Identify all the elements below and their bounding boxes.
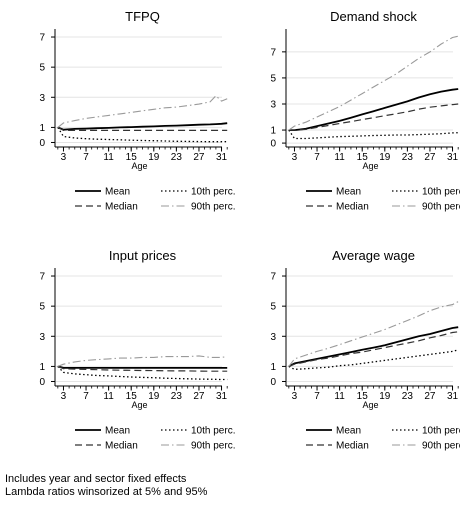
series-line-p90 (288, 35, 459, 131)
series-line-p90 (57, 95, 228, 128)
y-tick-label: 1 (270, 126, 276, 137)
x-tick-label: 11 (334, 152, 345, 163)
y-tick-label: 5 (39, 63, 45, 74)
x-tick-label: 27 (424, 152, 436, 163)
series-line-p90 (288, 301, 459, 367)
x-tick-label: 19 (148, 152, 160, 163)
series-line-mean (57, 122, 228, 131)
x-axis-title: Age (131, 400, 147, 410)
legend-label-mean: Mean (105, 426, 130, 437)
chart-title: Input prices (109, 248, 177, 263)
y-tick-label: 0 (39, 377, 45, 388)
y-tick-label: 0 (39, 138, 45, 149)
legend-label-mean: Mean (105, 187, 130, 198)
y-tick-label: 1 (39, 362, 45, 373)
x-tick-label: 27 (424, 391, 436, 402)
series-line-median (288, 103, 459, 131)
x-tick-label: 3 (292, 391, 298, 402)
x-tick-label: 7 (314, 391, 320, 402)
series-line-median (288, 331, 459, 367)
series-line-median (57, 365, 228, 372)
x-tick-label: 15 (357, 391, 369, 402)
series-line-p10 (288, 129, 459, 140)
legend-label-p10: 10th perc. (422, 426, 460, 437)
x-tick-label: 23 (402, 391, 414, 402)
chart-panel-3: Input prices 0 1 3 5 7 3 7 11 15 19 23 27 31 Age Mean Me… (39, 248, 235, 452)
series-line-p90 (57, 355, 228, 367)
x-tick-label: 23 (171, 152, 183, 163)
chart-title: Demand shock (330, 9, 417, 24)
legend-label-p10: 10th perc. (191, 187, 235, 198)
y-tick-label: 3 (270, 332, 276, 343)
y-tick-label: 7 (39, 272, 45, 283)
y-tick-label: 3 (270, 99, 276, 110)
note-winsorized: Lambda ratios winsorized at 5% and 95% (5, 486, 208, 498)
chart-title: TFPQ (125, 9, 160, 24)
x-tick-label: 15 (357, 152, 369, 163)
x-tick-label: 7 (314, 152, 320, 163)
y-tick-label: 5 (270, 73, 276, 84)
x-axis-title: Age (362, 400, 378, 410)
x-tick-label: 11 (103, 391, 114, 402)
x-tick-label: 3 (292, 152, 298, 163)
series-line-mean (288, 88, 459, 132)
legend-label-mean: Mean (336, 187, 361, 198)
y-tick-label: 0 (270, 377, 276, 388)
y-tick-label: 7 (39, 33, 45, 44)
series-line-median (57, 126, 228, 131)
legend-label-median: Median (105, 202, 138, 213)
x-tick-label: 11 (103, 152, 114, 163)
x-tick-label: 23 (402, 152, 414, 163)
series-line-p10 (288, 349, 459, 371)
x-tick-label: 19 (379, 391, 391, 402)
y-tick-label: 5 (270, 302, 276, 313)
x-tick-label: 31 (216, 391, 228, 402)
legend-label-mean: Mean (336, 426, 361, 437)
legend-label-p90: 90th perc. (191, 202, 235, 213)
series-line-mean (288, 326, 459, 368)
x-tick-label: 31 (447, 391, 459, 402)
x-tick-label: 23 (171, 391, 183, 402)
legend-label-p10: 10th perc. (191, 426, 235, 437)
x-tick-label: 3 (61, 391, 67, 402)
x-tick-label: 3 (61, 152, 67, 163)
x-axis-title: Age (131, 161, 147, 171)
x-tick-label: 19 (379, 152, 391, 163)
legend-label-p90: 90th perc. (191, 441, 235, 452)
x-tick-label: 19 (148, 391, 160, 402)
legend-label-p90: 90th perc. (422, 202, 460, 213)
legend-label-p90: 90th perc. (422, 441, 460, 452)
note-fixed-effects: Includes year and sector fixed effects (5, 473, 187, 485)
y-tick-label: 1 (39, 123, 45, 134)
chart-panel-2: Demand shock 0 1 3 5 7 3 7 11 15 19 23 27 31 Age Mean Me… (270, 9, 460, 213)
x-tick-label: 15 (126, 391, 138, 402)
legend-label-p10: 10th perc. (422, 187, 460, 198)
x-tick-label: 11 (334, 391, 345, 402)
x-tick-label: 7 (83, 391, 89, 402)
legend-label-median: Median (105, 441, 138, 452)
y-tick-label: 7 (270, 272, 276, 283)
x-tick-label: 27 (193, 152, 205, 163)
x-tick-label: 27 (193, 391, 205, 402)
x-tick-label: 15 (126, 152, 138, 163)
y-tick-label: 3 (39, 332, 45, 343)
chart-panel-4: Average wage 0 1 3 5 7 3 7 11 15 19 23 27 31 Age Mean Me… (270, 248, 460, 452)
legend-label-median: Median (336, 441, 369, 452)
legend-label-median: Median (336, 202, 369, 213)
x-tick-label: 31 (216, 152, 228, 163)
y-tick-label: 3 (39, 93, 45, 104)
x-axis-title: Age (362, 161, 378, 171)
series-line-mean (57, 365, 228, 369)
y-tick-label: 1 (270, 362, 276, 373)
x-tick-label: 31 (447, 152, 459, 163)
chart-title: Average wage (332, 248, 415, 263)
x-tick-label: 7 (83, 152, 89, 163)
y-tick-label: 0 (270, 139, 276, 150)
y-tick-label: 5 (39, 302, 45, 313)
chart-panel-1: TFPQ 0 1 3 5 7 3 7 11 15 19 23 27 31 Age Mean Median 10th… (39, 9, 235, 213)
y-tick-label: 7 (270, 47, 276, 58)
